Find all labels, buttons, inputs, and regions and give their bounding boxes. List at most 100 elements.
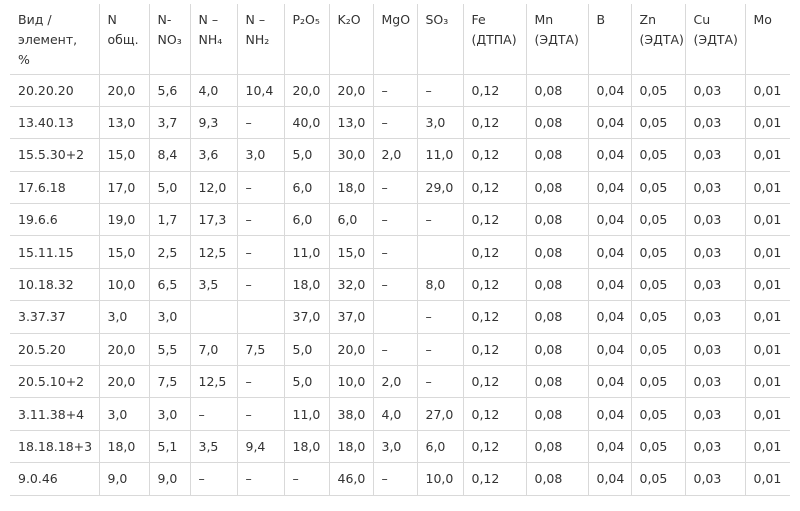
table-cell: 38,0: [329, 397, 374, 431]
column-header-line: K₂O: [337, 12, 361, 27]
table-cell: 0,01: [745, 268, 790, 302]
table-cell: 0,08: [526, 74, 589, 107]
table-cell: 2,0: [373, 365, 418, 399]
table-cell: 6,0: [284, 203, 330, 237]
table-cell: 11,0: [417, 138, 464, 172]
table-cell: 30,0: [329, 138, 374, 172]
column-header-line: общ.: [107, 32, 139, 47]
table-cell: –: [373, 235, 418, 269]
column-header-line: Fe: [471, 12, 486, 27]
column-header-line: NO₃: [157, 32, 182, 47]
table-cell: 27,0: [417, 397, 464, 431]
table-cell: 0,12: [463, 365, 527, 399]
column-header-line: P₂O₅: [292, 12, 320, 27]
column-header: N – NH₂: [237, 4, 285, 75]
column-header-line: MgO: [381, 12, 411, 27]
table-cell: 7,0: [190, 333, 238, 367]
table-cell: 0,05: [631, 138, 686, 172]
table-cell: –: [190, 397, 238, 431]
column-header-line: SO₃: [425, 12, 449, 27]
column-header-line: N: [107, 12, 117, 27]
column-header-line: (ЭДТА): [693, 32, 738, 47]
table-cell: –: [284, 462, 330, 496]
table-cell: 20,0: [99, 365, 150, 399]
table-cell: 17,0: [99, 171, 150, 205]
table-cell: 0,03: [685, 106, 746, 140]
table-cell: [417, 235, 464, 269]
table-row: 10.18.32 10,0 6,5 3,5–18,0 32,0–8,0 0,12 0,08 0…: [10, 268, 790, 302]
table-row: 17.6.18 17,0 5,0 12,0–6,0 18,0–29,0 0,12 0,08 0…: [10, 171, 790, 205]
table-cell: 10,0: [417, 462, 464, 496]
table-cell: 2,0: [373, 138, 418, 172]
table-cell: [190, 300, 238, 334]
table-body: 20.20.20 20,0 5,6 4,0 10,4 20,0 20,0– –0,12 0,08…: [10, 74, 790, 496]
column-header: P₂O₅: [284, 4, 330, 75]
table-cell: 0,01: [745, 333, 790, 367]
table-cell: 5,6: [149, 74, 191, 107]
table-cell: 18,0: [284, 268, 330, 302]
column-header: K₂O: [329, 4, 374, 75]
table-cell: 0,01: [745, 397, 790, 431]
table-cell: 13,0: [99, 106, 150, 140]
table-cell: 0,04: [588, 397, 632, 431]
table-cell: 0,05: [631, 235, 686, 269]
table-cell: –: [237, 203, 285, 237]
column-header-line: NH₂: [245, 32, 270, 47]
column-header: B: [588, 4, 632, 75]
table-cell: 0,05: [631, 171, 686, 205]
table-cell: 18,0: [99, 430, 150, 464]
table-cell: 0,05: [631, 203, 686, 237]
table-cell: 40,0: [284, 106, 330, 140]
table-cell: 0,01: [745, 235, 790, 269]
table-cell: 0,12: [463, 333, 527, 367]
table-cell: 0,08: [526, 333, 589, 367]
table-cell: 0,12: [463, 171, 527, 205]
row-label-cell: 15.11.15: [10, 235, 100, 269]
table-cell: –: [237, 462, 285, 496]
column-header-line: элемент,: [18, 32, 78, 47]
column-header-line: B: [596, 12, 606, 27]
column-header-line: Вид /: [18, 12, 52, 27]
table-cell: 0,05: [631, 397, 686, 431]
table-cell: 5,0: [284, 138, 330, 172]
table-cell: 0,12: [463, 397, 527, 431]
table-cell: 0,08: [526, 300, 589, 334]
table-cell: 5,0: [284, 333, 330, 367]
table-cell: 0,03: [685, 171, 746, 205]
table-cell: 29,0: [417, 171, 464, 205]
table-row: 15.11.15 15,0 2,5 12,5–11,0 15,0–0,12 0,08 0,0…: [10, 235, 790, 269]
table-cell: 32,0: [329, 268, 374, 302]
table-cell: 7,5: [149, 365, 191, 399]
table-cell: 0,12: [463, 462, 527, 496]
table-cell: 3,7: [149, 106, 191, 140]
table-cell: –: [237, 106, 285, 140]
table-cell: 0,01: [745, 171, 790, 205]
table-cell: 0,01: [745, 300, 790, 334]
table-cell: –: [373, 203, 418, 237]
table-cell: –: [417, 300, 464, 334]
table-cell: 15,0: [99, 235, 150, 269]
table-cell: 12,5: [190, 365, 238, 399]
column-header: Вид / элемент,%: [10, 4, 100, 75]
row-label-cell: 10.18.32: [10, 268, 100, 302]
row-label-cell: 15.5.30+2: [10, 138, 100, 172]
table-cell: 11,0: [284, 397, 330, 431]
table-cell: 20,0: [284, 74, 330, 107]
table-row: 3.37.37 3,0 3,0 37,0 37,0–0,12 0,08 0,04 0,05 0,…: [10, 300, 790, 334]
table-cell: 15,0: [99, 138, 150, 172]
table-cell: –: [417, 365, 464, 399]
table-cell: 0,08: [526, 365, 589, 399]
table-cell: 3,0: [99, 397, 150, 431]
column-header: N- NO₃: [149, 4, 191, 75]
table-cell: 0,04: [588, 171, 632, 205]
table-cell: 37,0: [329, 300, 374, 334]
column-header: Cu (ЭДТА): [685, 4, 746, 75]
table-cell: 0,12: [463, 138, 527, 172]
table-cell: 20,0: [329, 74, 374, 107]
table-cell: 0,03: [685, 462, 746, 496]
table-cell: 0,03: [685, 333, 746, 367]
table-cell: 10,4: [237, 74, 285, 107]
